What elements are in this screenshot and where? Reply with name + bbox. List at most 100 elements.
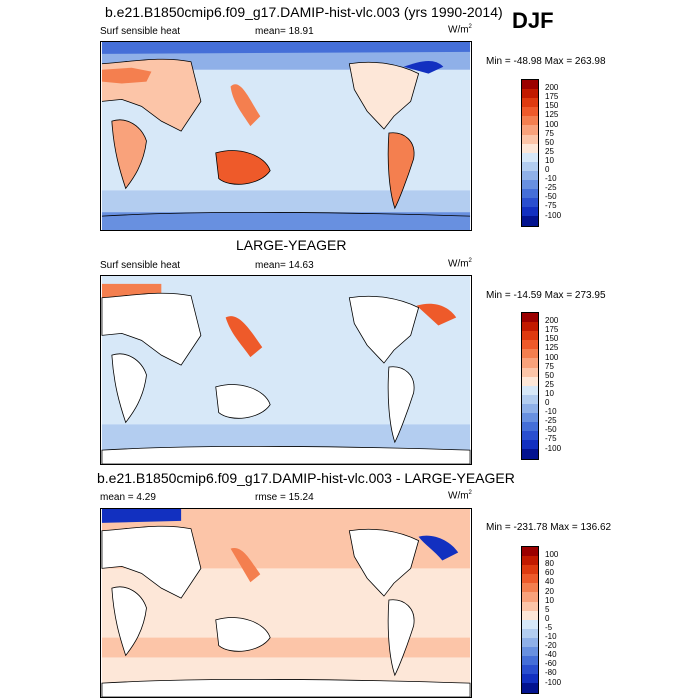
colorbar-tick-label: -60 bbox=[545, 659, 557, 669]
colorbar-tick-label: 100 bbox=[545, 352, 559, 362]
panel-2-colorbar-swatches bbox=[521, 312, 539, 460]
panel-3-mean-label: mean = 4.29 bbox=[100, 492, 156, 503]
colorbar-swatch bbox=[522, 170, 538, 181]
colorbar-swatch bbox=[522, 367, 538, 377]
season-label: DJF bbox=[512, 8, 554, 33]
south-america-land bbox=[388, 132, 415, 209]
colorbar-tick-label: -25 bbox=[545, 416, 557, 426]
panel-3-minmax: Min = -231.78 Max = 136.62 bbox=[486, 522, 612, 533]
colorbar-tick-label: 25 bbox=[545, 379, 554, 389]
colorbar-tick-label: 200 bbox=[545, 316, 559, 326]
panel-1-units: W/m2 bbox=[448, 24, 472, 36]
panel-1-map bbox=[100, 41, 472, 231]
colorbar-swatch bbox=[522, 683, 538, 693]
colorbar-tick-label: -50 bbox=[545, 425, 557, 435]
colorbar-tick-label: -75 bbox=[545, 201, 557, 211]
colorbar-swatch bbox=[522, 107, 538, 117]
colorbar-swatch bbox=[522, 161, 538, 171]
panel-1-colorbar: 200 175 150 125 100 75 50 25 10 0 -10 -25 -50 -75 -100 bbox=[521, 79, 561, 227]
colorbar-swatch bbox=[522, 547, 538, 557]
colorbar-swatch bbox=[522, 565, 538, 575]
colorbar-swatch bbox=[522, 583, 538, 593]
colorbar-tick-label: 20 bbox=[545, 586, 554, 596]
colorbar-tick-label: -50 bbox=[545, 192, 557, 202]
colorbar-swatch bbox=[522, 80, 538, 90]
colorbar-tick-label: 50 bbox=[545, 137, 554, 147]
colorbar-swatch bbox=[522, 207, 538, 217]
colorbar-swatch bbox=[522, 637, 538, 648]
panel-2-variable-label: Surf sensible heat bbox=[100, 260, 181, 271]
colorbar-tick-label: 0 bbox=[545, 613, 550, 623]
colorbar-swatch bbox=[522, 385, 538, 395]
colorbar-tick-label: -10 bbox=[545, 407, 557, 417]
colorbar-tick-label: -75 bbox=[545, 434, 557, 444]
colorbar-tick-label: -20 bbox=[545, 641, 557, 651]
colorbar-tick-label: 75 bbox=[545, 128, 554, 138]
colorbar-swatch bbox=[522, 440, 538, 450]
colorbar-swatch bbox=[522, 376, 538, 386]
colorbar-tick-label: -100 bbox=[545, 210, 562, 220]
colorbar-swatch bbox=[522, 628, 538, 638]
colorbar-tick-label: -80 bbox=[545, 668, 557, 678]
colorbar-tick-label: 150 bbox=[545, 101, 559, 111]
colorbar-tick-label: 50 bbox=[545, 370, 554, 380]
colorbar-tick-label: 175 bbox=[545, 325, 559, 335]
panel-3-units: W/m2 bbox=[448, 490, 472, 502]
north-america-land bbox=[349, 62, 419, 130]
colorbar-swatch bbox=[522, 601, 538, 611]
colorbar-swatch bbox=[522, 665, 538, 675]
southern-ocean-band bbox=[101, 190, 471, 213]
colorbar-swatch bbox=[522, 180, 538, 190]
panel-3-title: b.e21.B1850cmip6.f09_g17.DAMIP-hist-vlc.… bbox=[97, 470, 515, 486]
land-masses bbox=[101, 525, 471, 697]
colorbar-swatch bbox=[522, 143, 538, 153]
kuroshio-warm-patch bbox=[225, 316, 263, 358]
colorbar-swatch bbox=[522, 152, 538, 162]
panel-3-map bbox=[100, 508, 472, 698]
colorbar-swatch bbox=[522, 89, 538, 99]
colorbar-tick-label: 40 bbox=[545, 577, 554, 587]
colorbar-tick-label: -10 bbox=[545, 632, 557, 641]
colorbar-tick-label: -5 bbox=[545, 622, 553, 632]
panel-2-mean-label: mean= 14.63 bbox=[255, 260, 314, 271]
colorbar-swatch bbox=[522, 610, 538, 620]
gulf-stream-cold-patch bbox=[418, 535, 459, 561]
australia-land bbox=[215, 150, 271, 185]
panel-2-units: W/m2 bbox=[448, 258, 472, 270]
colorbar-swatch bbox=[522, 413, 538, 423]
colorbar-tick-label: 0 bbox=[545, 165, 550, 174]
colorbar-swatch bbox=[522, 198, 538, 208]
panel-1-title: b.e21.B1850cmip6.f09_g17.DAMIP-hist-vlc.… bbox=[105, 4, 503, 20]
colorbar-swatch bbox=[522, 394, 538, 404]
colorbar-tick-label: 0 bbox=[545, 398, 550, 407]
colorbar-swatch bbox=[522, 349, 538, 359]
colorbar-swatch bbox=[522, 98, 538, 108]
colorbar-swatch bbox=[522, 313, 538, 323]
gulf-stream-warm-patch bbox=[416, 303, 457, 326]
colorbar-tick-label: 80 bbox=[545, 559, 554, 569]
colorbar-swatch bbox=[522, 556, 538, 566]
panel-2-title: LARGE-YEAGER bbox=[236, 237, 347, 253]
colorbar-tick-label: -25 bbox=[545, 183, 557, 193]
arctic-cold-patch bbox=[101, 509, 182, 523]
colorbar-tick-label: 25 bbox=[545, 146, 554, 156]
colorbar-tick-label: 10 bbox=[545, 595, 554, 605]
panel-1-colorbar-swatches bbox=[521, 79, 539, 227]
colorbar-swatch bbox=[522, 189, 538, 199]
colorbar-swatch bbox=[522, 422, 538, 432]
land-masses bbox=[101, 292, 471, 464]
colorbar-swatch bbox=[522, 449, 538, 459]
colorbar-swatch bbox=[522, 403, 538, 414]
colorbar-tick-label: 150 bbox=[545, 334, 559, 344]
colorbar-tick-label: 175 bbox=[545, 92, 559, 102]
colorbar-swatch bbox=[522, 431, 538, 441]
colorbar-swatch bbox=[522, 592, 538, 602]
panel-3-colorbar-swatches bbox=[521, 546, 539, 694]
colorbar-tick-label: 75 bbox=[545, 361, 554, 371]
colorbar-swatch bbox=[522, 619, 538, 629]
colorbar-tick-label: 100 bbox=[545, 550, 559, 560]
colorbar-swatch bbox=[522, 358, 538, 368]
colorbar-tick-label: 200 bbox=[545, 83, 559, 93]
panel-1-mean-label: mean= 18.91 bbox=[255, 26, 314, 37]
colorbar-swatch bbox=[522, 340, 538, 350]
